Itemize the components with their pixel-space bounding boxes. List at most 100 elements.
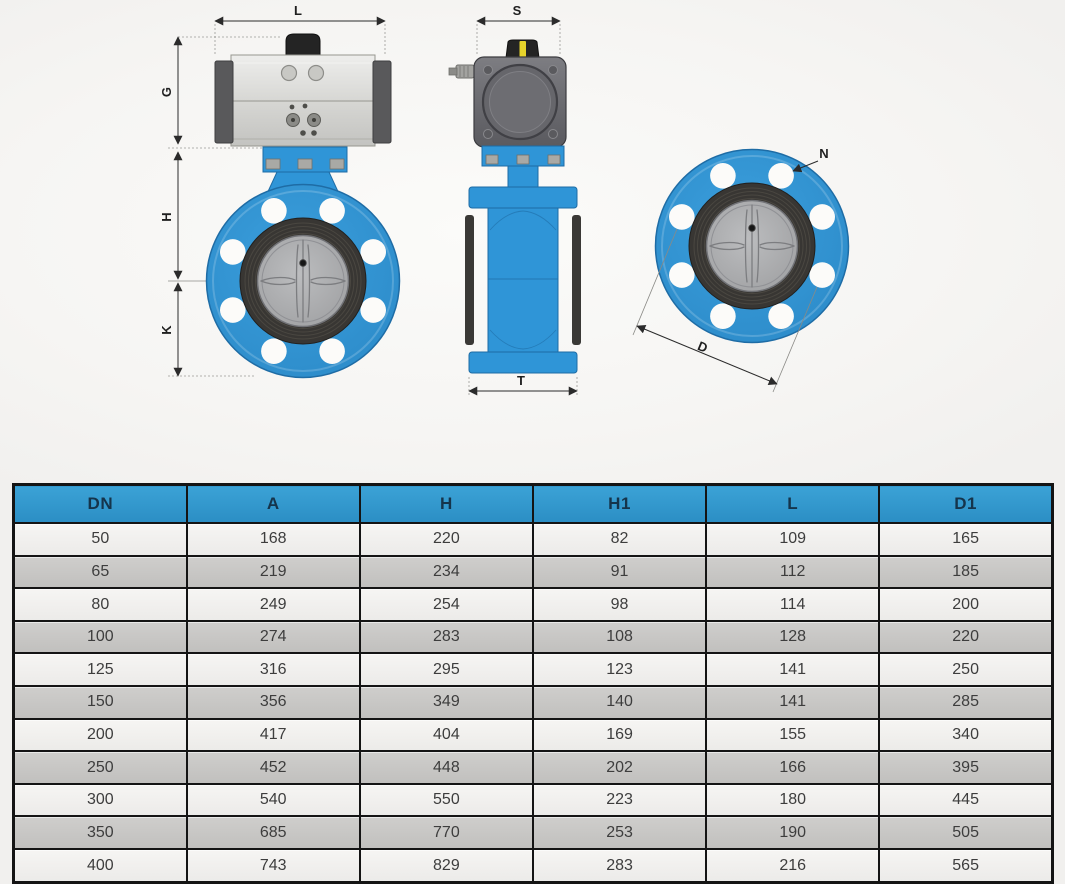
dim-label-H: H [159,212,174,221]
table-cell: 316 [185,652,361,688]
table-cell: 743 [185,848,361,884]
seat-edge-right [572,215,581,345]
dimension-D: D [632,228,818,393]
table-cell: 395 [878,750,1054,785]
dimension-K: K [159,282,183,377]
table-cell: 340 [878,717,1054,753]
table-cell: 565 [878,848,1054,884]
table-cell: 295 [358,652,534,688]
table-row: 125 316 295 123 141 250 [12,652,1054,688]
table-row: 250 452 448 202 166 395 [12,750,1054,785]
table-cell: 169 [531,717,708,753]
table-row: 80 249 254 98 114 200 [12,587,1054,622]
table-row: 300 540 550 223 180 445 [12,782,1054,818]
table-cell: 540 [185,782,361,818]
table-row: 100 274 283 108 128 220 [12,619,1054,655]
table-row: 65 219 234 91 112 185 [12,554,1054,590]
dimension-H: H [159,151,183,280]
column-header-a: A [185,483,361,524]
table-cell: 109 [705,522,881,557]
dimension-N: N [792,146,829,173]
table-cell: 141 [705,652,881,688]
dim-label-S: S [513,3,522,18]
table-cell: 505 [878,815,1054,851]
column-header-h1: H1 [531,483,708,524]
housing-screws [483,65,558,139]
air-port-fitting [455,64,475,79]
dim-label-N: N [819,146,828,161]
actuator-front [214,33,392,147]
table-cell: 254 [358,587,534,622]
side-view: S [448,3,581,397]
valve-body [487,207,559,353]
dim-label-G: G [159,87,174,97]
table-cell: 283 [531,848,708,884]
table-cell: 65 [12,554,188,590]
column-header-l: L [705,483,881,524]
table-cell: 155 [705,717,881,753]
table-cell: 249 [185,587,361,622]
table-cell: 452 [185,750,361,785]
table-row: 400 743 829 283 216 565 [12,848,1054,884]
table-cell: 285 [878,685,1054,720]
table-cell: 150 [12,685,188,720]
end-cap-right [372,60,392,144]
end-cap-left [214,60,234,144]
table-cell: 168 [185,522,361,557]
table-row: 50 168 220 82 109 165 [12,522,1054,557]
table-cell: 202 [531,750,708,785]
table-cell: 350 [12,815,188,851]
table-cell: 829 [358,848,534,884]
table-cell: 82 [531,522,708,557]
table-row: 150 356 349 140 141 285 [12,685,1054,720]
table-cell: 91 [531,554,708,590]
dim-label-T: T [517,373,525,388]
table-cell: 404 [358,717,534,753]
table-cell: 123 [531,652,708,688]
dimension-table: DN A H H1 L D1 50 168 220 82 109 165 65 219 234 91 112 1… [12,483,1054,884]
table-cell: 300 [12,782,188,818]
table-cell: 685 [185,815,361,851]
position-indicator-knob [285,33,321,57]
table-cell: 250 [878,652,1054,688]
valve-neck [507,165,539,190]
dimension-table-grid: DN A H H1 L D1 50 168 220 82 109 165 65 219 234 91 112 1… [12,483,1054,884]
table-cell: 219 [185,554,361,590]
valve-front [205,146,401,379]
column-header-h: H [358,483,534,524]
table-cell: 448 [358,750,534,785]
table-cell: 550 [358,782,534,818]
table-cell: 220 [878,619,1054,655]
table-cell: 234 [358,554,534,590]
table-cell: 250 [12,750,188,785]
table-cell: 98 [531,587,708,622]
pipe-flange-top [468,186,578,209]
table-cell: 180 [705,782,881,818]
column-header-d1: D1 [878,483,1054,524]
table-cell: 283 [358,619,534,655]
table-cell: 445 [878,782,1054,818]
table-cell: 140 [531,685,708,720]
table-cell: 100 [12,619,188,655]
pipe-flange-bottom [468,351,578,374]
seat-edge-left [465,215,474,345]
table-cell: 50 [12,522,188,557]
table-cell: 190 [705,815,881,851]
table-header: DN A H H1 L D1 [12,483,1054,524]
dim-label-K: K [159,325,174,335]
dimension-T: T [468,373,578,396]
dim-label-D: D [696,338,710,355]
column-header-dn: DN [12,483,188,524]
table-cell: 141 [705,685,881,720]
table-cell: 400 [12,848,188,884]
table-cell: 274 [185,619,361,655]
actuator-side [448,39,567,148]
table-cell: 216 [705,848,881,884]
table-cell: 349 [358,685,534,720]
table-cell: 200 [878,587,1054,622]
table-cell: 770 [358,815,534,851]
table-cell: 253 [531,815,708,851]
table-cell: 112 [705,554,881,590]
dimension-S: S [476,3,561,26]
